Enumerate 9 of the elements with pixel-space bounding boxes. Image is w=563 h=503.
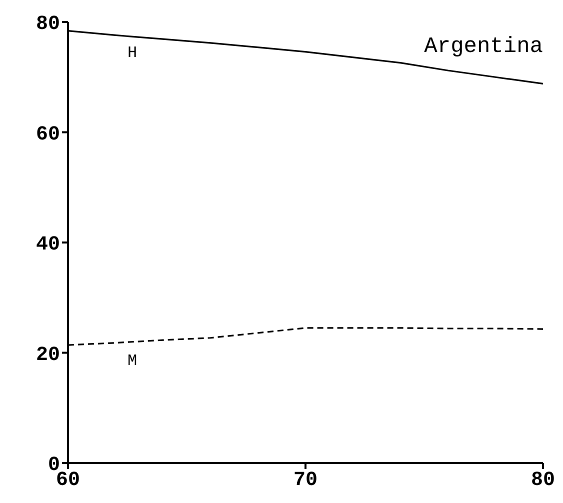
- text: Argentina: [424, 34, 543, 59]
- y-tick-label: 60: [36, 123, 60, 146]
- series-label: H: [128, 44, 138, 62]
- series-label: M: [128, 352, 138, 370]
- x-tick-label: 80: [530, 469, 556, 492]
- y-tick-label: 40: [36, 234, 60, 257]
- y-tick-label: 80: [36, 13, 60, 36]
- y-tick-label: 20: [36, 344, 60, 367]
- x-tick-label: 70: [293, 469, 318, 492]
